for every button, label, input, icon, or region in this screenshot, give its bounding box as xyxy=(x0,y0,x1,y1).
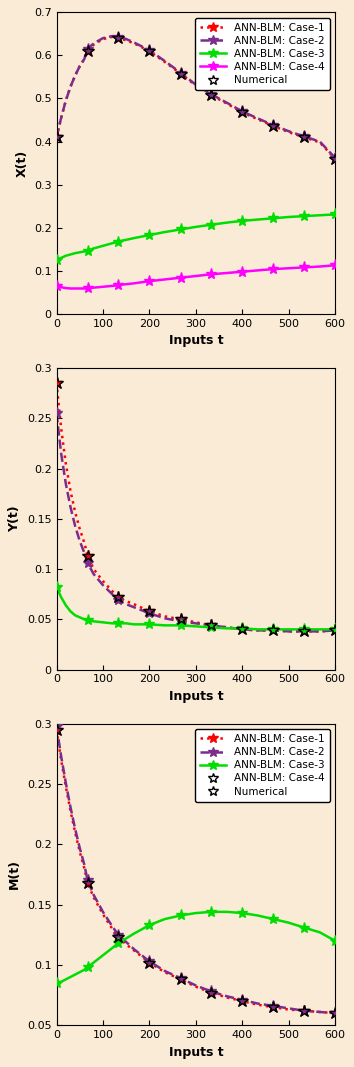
X-axis label: Inputs t: Inputs t xyxy=(169,690,223,703)
X-axis label: Inputs t: Inputs t xyxy=(169,334,223,348)
Legend: ANN-BLM: Case-1, ANN-BLM: Case-2, ANN-BLM: Case-3, ANN-BLM: Case-4, Numerical: ANN-BLM: Case-1, ANN-BLM: Case-2, ANN-BL… xyxy=(195,17,330,91)
Y-axis label: X(t): X(t) xyxy=(15,149,28,177)
Y-axis label: M(t): M(t) xyxy=(8,859,21,890)
Y-axis label: Y(t): Y(t) xyxy=(8,506,21,532)
X-axis label: Inputs t: Inputs t xyxy=(169,1046,223,1058)
Legend: ANN-BLM: Case-1, ANN-BLM: Case-2, ANN-BLM: Case-3, ANN-BLM: Case-4, Numerical: ANN-BLM: Case-1, ANN-BLM: Case-2, ANN-BL… xyxy=(195,729,330,801)
